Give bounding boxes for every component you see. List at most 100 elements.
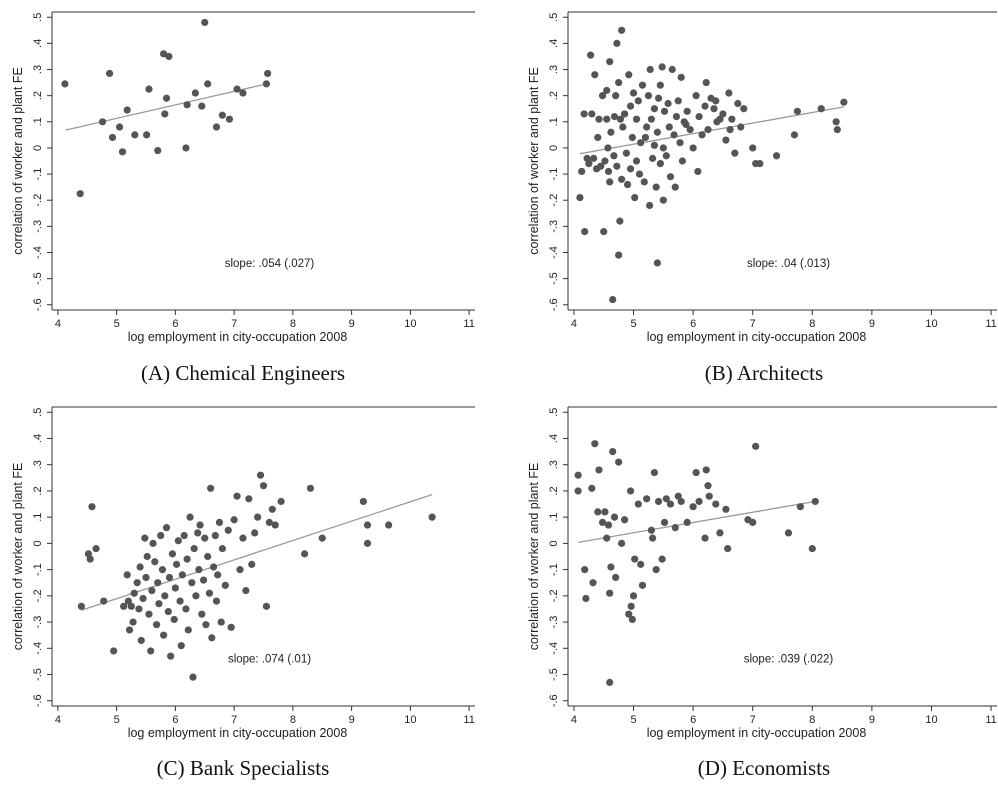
y-tick-label: -.2 [32, 589, 44, 602]
data-point [659, 144, 667, 152]
data-point [698, 131, 706, 139]
data-point [178, 571, 187, 579]
y-tick-label: .2 [548, 486, 560, 495]
data-point [634, 97, 642, 105]
data-point [674, 97, 682, 105]
data-point [671, 183, 679, 191]
data-point [195, 566, 203, 574]
data-point [701, 534, 709, 542]
data-point [628, 615, 636, 624]
data-point [695, 112, 703, 121]
data-point [598, 518, 607, 527]
data-point [653, 259, 661, 267]
y-tick-label: .1 [32, 513, 44, 522]
data-point [129, 618, 137, 626]
data-point [695, 497, 703, 506]
data-point [594, 133, 602, 142]
data-point [207, 484, 215, 492]
y-axis-title: correlation of worker and plant FE [527, 67, 541, 255]
data-point [628, 133, 636, 142]
data-point [627, 602, 635, 610]
data-point [606, 178, 614, 186]
data-point [607, 563, 615, 571]
panel-d: 4 5 6 7 8 9 10 11 .5 .4 .3 .2 .1 0 -.1 -.2 -.3 -.4 -.5 -.6 l… [527, 406, 997, 780]
data-point [105, 69, 114, 78]
panel-caption: (C) Bank Specialists [157, 756, 330, 780]
data-point [581, 566, 589, 574]
data-point [190, 545, 198, 553]
x-tick-label: 10 [925, 318, 937, 330]
data-point [737, 123, 745, 131]
panel-b: 4 5 6 7 8 9 10 11 .5 .4 .3 .2 .1 0 -.1 -.2 -.3 -.4 -.5 -.6 l… [527, 11, 997, 385]
data-point [618, 175, 626, 183]
y-tick-label: -.2 [548, 194, 560, 207]
data-point [641, 133, 650, 142]
fit-line [579, 106, 844, 155]
data-point [615, 78, 623, 87]
data-point [604, 521, 613, 529]
y-tick-label: -.1 [548, 563, 560, 576]
data-point [595, 466, 603, 474]
data-point [158, 566, 167, 574]
x-tick-label: 6 [690, 318, 696, 330]
data-point [581, 227, 589, 236]
data-point [139, 594, 147, 603]
x-tick-label: 6 [690, 714, 696, 726]
data-point [618, 539, 626, 547]
data-point [597, 162, 605, 170]
panel-a: 4 5 6 7 8 9 10 11 .5 .4 .3 .2 .1 0 -.1 -.2 -.3 -.4 -.5 -.6 l… [11, 11, 475, 385]
data-point [719, 110, 727, 118]
data-point [603, 534, 611, 542]
data-point [625, 610, 633, 618]
data-point [660, 518, 669, 527]
data-point [192, 592, 200, 600]
data-point [643, 123, 651, 131]
data-point [659, 196, 667, 204]
data-point [632, 115, 641, 123]
data-point [256, 471, 265, 479]
data-point [589, 579, 597, 587]
data-point [646, 65, 654, 74]
data-point [594, 508, 602, 516]
y-tick-label: .1 [548, 117, 560, 126]
data-point [127, 602, 135, 610]
data-point [660, 107, 669, 115]
data-point [702, 78, 710, 87]
data-point [604, 167, 613, 176]
data-point [665, 123, 673, 131]
data-point [149, 539, 157, 547]
data-point [259, 482, 268, 490]
x-tick-label: 8 [809, 714, 815, 726]
data-point [182, 605, 190, 613]
data-point [574, 487, 582, 495]
data-point [143, 552, 151, 561]
y-tick-label: .4 [548, 39, 560, 48]
data-point [428, 513, 436, 521]
data-point [76, 190, 84, 198]
data-point [196, 521, 204, 529]
data-point [646, 201, 654, 210]
data-point [704, 482, 712, 490]
y-tick-label: -.4 [548, 246, 560, 259]
data-point [204, 80, 212, 88]
data-point [264, 69, 272, 78]
data-point [610, 112, 619, 121]
data-point [124, 597, 132, 605]
data-point [88, 503, 96, 511]
y-tick-label: .2 [32, 486, 44, 495]
data-point [202, 621, 210, 629]
data-point [363, 539, 372, 547]
data-point [201, 534, 209, 542]
data-point [174, 537, 182, 545]
data-point [277, 497, 285, 506]
data-point [123, 571, 131, 579]
data-point [616, 217, 624, 225]
data-point [600, 227, 608, 236]
data-point [650, 468, 658, 477]
data-point [796, 503, 804, 511]
data-point [692, 92, 700, 100]
data-point [135, 605, 143, 613]
x-tick-label: 6 [172, 714, 178, 726]
data-point [629, 89, 638, 97]
